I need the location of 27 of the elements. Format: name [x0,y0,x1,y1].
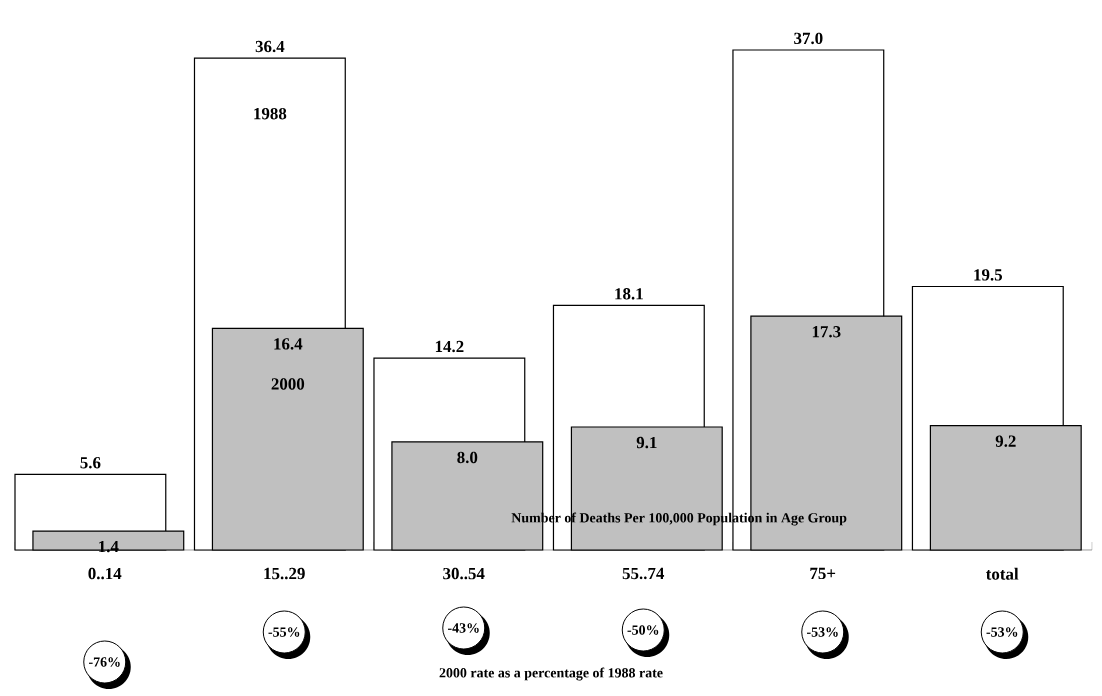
data-label: 9.2 [995,435,1016,447]
data-label: 36.4 [255,40,285,53]
data-label: 1.4 [99,540,119,553]
data-label: 18.1 [615,288,643,300]
text: -53% [986,627,1018,637]
data-label: 14.2 [435,340,464,353]
x-tick-label: 30..54 [443,567,485,580]
data-label: 17.3 [812,326,841,338]
text: -53% [807,627,838,637]
data-label: 9.1 [636,436,657,449]
x-tick-label: total [986,567,1019,580]
data-label: 5.6 [80,457,101,469]
series-label: 2000 [271,378,305,390]
text: -50% [627,625,659,635]
x-tick-label: 0..14 [88,567,122,580]
x-tick-label: 75+ [810,567,836,580]
text: -55% [268,627,300,637]
x-tick-label: 15..29 [264,567,305,580]
data-label: 8.0 [457,451,478,464]
text: -76% [89,657,120,667]
data-label: 16.4 [274,338,303,350]
x-tick-label: 55..74 [622,567,665,580]
data-label: 37.0 [794,32,823,45]
data-label: 19.5 [974,269,1003,281]
series-label: 1988 [254,107,287,120]
text: -43% [448,623,479,633]
text: 2000 rate as a percentage of 1988 rate [439,667,663,681]
